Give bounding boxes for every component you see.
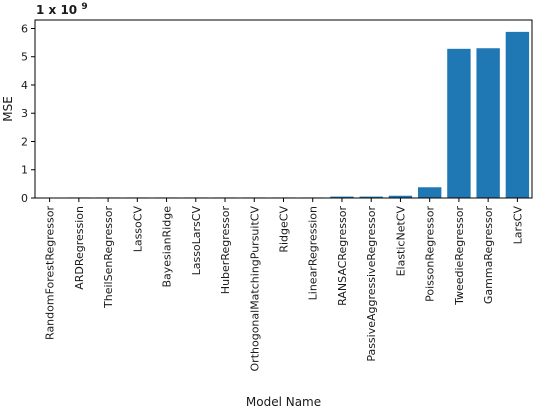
x-tick-label: LassoCV bbox=[131, 206, 144, 253]
bar-GammaRegressor bbox=[476, 48, 500, 198]
y-tick-label: 5 bbox=[21, 51, 28, 64]
x-tick-label: LassoLarsCV bbox=[190, 206, 203, 276]
x-tick-label: OrthogonalMatchingPursuitCV bbox=[248, 206, 261, 372]
x-tick-label: PassiveAggressiveRegressor bbox=[365, 206, 378, 362]
x-tick-label: TweedieRegressor bbox=[453, 206, 466, 306]
bar-TweedieRegressor bbox=[447, 48, 471, 198]
y-tick-label: 1 bbox=[21, 164, 28, 177]
bar-ElasticNetCV bbox=[388, 195, 413, 198]
plot-bars bbox=[67, 31, 530, 199]
y-scale-multiplier: 1 x 10 9 bbox=[36, 2, 88, 17]
x-tick-label: RidgeCV bbox=[278, 206, 291, 253]
x-tick-label: GammaRegressor bbox=[482, 206, 495, 305]
x-tick-label: LinearRegression bbox=[307, 206, 320, 300]
bar-PassiveAggressiveRegressor bbox=[359, 196, 383, 198]
bar-PoissonRegressor bbox=[417, 187, 442, 198]
x-tick-label: ElasticNetCV bbox=[394, 206, 407, 277]
y-tick-label: 4 bbox=[21, 79, 28, 92]
bar-RANSACRegressor bbox=[330, 196, 354, 198]
x-axis: RandomForestRegressor ARDRegression TheilS… bbox=[44, 198, 524, 372]
x-tick-label: LarsCV bbox=[511, 206, 524, 245]
y-tick-label: 3 bbox=[21, 107, 28, 120]
x-tick-label: ARDRegression bbox=[73, 206, 86, 290]
y-scale-multiplier-base: 1 x 10 bbox=[36, 3, 77, 17]
plot-frame bbox=[34, 19, 533, 199]
y-tick-label: 6 bbox=[21, 22, 28, 35]
x-axis-label: Model Name bbox=[246, 395, 321, 409]
x-tick-label: PoissonRegressor bbox=[424, 206, 437, 302]
y-scale-multiplier-exponent: 9 bbox=[81, 2, 87, 12]
y-axis: 0 1 2 3 4 5 6 bbox=[21, 22, 35, 205]
y-tick-label: 2 bbox=[21, 135, 28, 148]
x-tick-label: TheilSenRegressor bbox=[102, 206, 115, 309]
x-tick-label: BayesianRidge bbox=[161, 206, 174, 288]
x-tick-label: RandomForestRegressor bbox=[44, 206, 57, 340]
y-axis-label: MSE bbox=[1, 96, 15, 122]
x-tick-label: HuberRegressor bbox=[219, 206, 232, 295]
bar-LarsCV bbox=[505, 31, 530, 199]
y-tick-label: 0 bbox=[21, 192, 28, 205]
x-tick-label: RANSACRegressor bbox=[336, 206, 349, 306]
